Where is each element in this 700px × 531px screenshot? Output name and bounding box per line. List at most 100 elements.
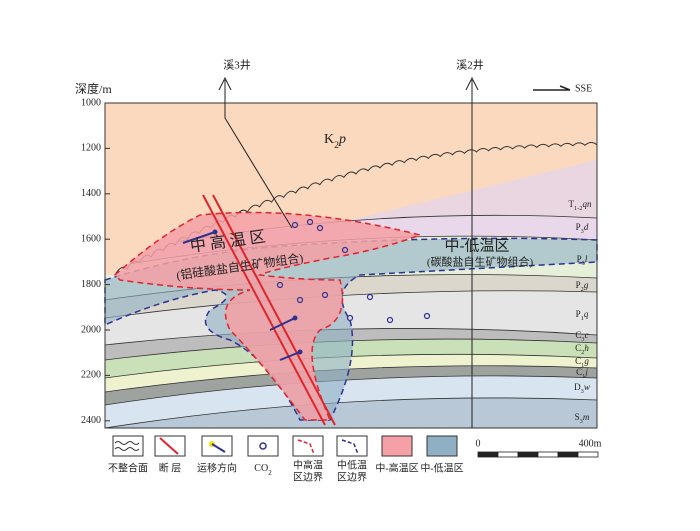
label-part: 3 bbox=[581, 336, 584, 343]
label-part: q bbox=[584, 309, 589, 319]
migration-arrow bbox=[279, 351, 301, 361]
label-part: 1 bbox=[581, 362, 584, 369]
well-arrow bbox=[465, 76, 479, 91]
label: P2g bbox=[576, 280, 589, 293]
label-part: 2 bbox=[581, 286, 584, 293]
scale-bar bbox=[517, 451, 539, 458]
well-label: 溪2井 bbox=[456, 58, 484, 72]
label-part: S bbox=[575, 412, 580, 422]
legend-icon bbox=[297, 439, 315, 455]
legend-label: 区边界 bbox=[293, 471, 323, 483]
legend-box bbox=[381, 435, 413, 457]
scale-bar bbox=[537, 451, 559, 458]
co2-marker bbox=[316, 224, 324, 232]
axis-title: 深度/m bbox=[75, 81, 112, 96]
legend-box bbox=[292, 435, 324, 457]
arrow-head bbox=[297, 349, 303, 355]
label-part: K bbox=[324, 132, 334, 147]
label: P3d bbox=[576, 222, 589, 235]
co2-marker bbox=[291, 221, 299, 229]
legend-item: 运移方向 bbox=[197, 435, 237, 474]
legend-item: 中-高温区 bbox=[375, 435, 419, 474]
label-part: 3 bbox=[581, 388, 584, 395]
label-part: 3 bbox=[582, 260, 585, 267]
label-part: P bbox=[576, 280, 581, 290]
legend-item: 断 层 bbox=[154, 435, 186, 474]
legend-label: 运移方向 bbox=[197, 461, 237, 474]
tick-label: 1800 bbox=[81, 279, 101, 290]
legend-label: 中低温 bbox=[337, 458, 367, 471]
label-part: 1 bbox=[582, 373, 585, 380]
label-part: h bbox=[584, 343, 589, 353]
label-part: 3 bbox=[581, 228, 584, 235]
label-part: 2 bbox=[581, 349, 584, 356]
legend-label: 区边界 bbox=[337, 471, 367, 483]
migration-arrow bbox=[269, 317, 296, 331]
label-part: T bbox=[569, 199, 575, 209]
layer bbox=[104, 397, 598, 429]
co2-marker bbox=[346, 314, 354, 322]
arrow-head bbox=[212, 229, 218, 235]
label-part: qn bbox=[582, 199, 592, 209]
legend-box bbox=[112, 435, 144, 457]
scale-bar bbox=[497, 451, 519, 458]
legend-box bbox=[426, 435, 458, 457]
legend-icon bbox=[341, 439, 359, 455]
co2-marker bbox=[386, 316, 394, 324]
legend-icon bbox=[211, 443, 226, 453]
label: P3l bbox=[577, 254, 588, 267]
co2-marker bbox=[366, 293, 374, 301]
tick-label: 1200 bbox=[81, 143, 101, 154]
label-part: g bbox=[584, 280, 589, 290]
tick-label: 2000 bbox=[81, 324, 101, 335]
label: C1j bbox=[576, 367, 588, 380]
label-part: P bbox=[577, 254, 582, 264]
scale-bar bbox=[557, 451, 579, 458]
legend-label: 断 层 bbox=[159, 461, 182, 474]
label-part: l bbox=[585, 254, 588, 264]
scale-bar bbox=[477, 451, 499, 458]
legend-label: 中-高温区 bbox=[375, 461, 418, 474]
label-part: P bbox=[576, 309, 581, 319]
migration-arrow bbox=[182, 231, 216, 244]
co2-marker bbox=[321, 291, 329, 299]
legend-item: 不整合面 bbox=[108, 435, 148, 474]
arrow-head bbox=[292, 315, 298, 321]
direction-label: SSE bbox=[575, 83, 592, 94]
label: D3w bbox=[574, 382, 590, 395]
fault bbox=[212, 194, 336, 426]
label-part: 3 bbox=[580, 418, 583, 425]
label: C3c bbox=[575, 330, 588, 343]
label: C2h bbox=[575, 343, 589, 356]
scale-label: 400m bbox=[579, 438, 602, 449]
co2-marker bbox=[341, 246, 349, 254]
label: S3m bbox=[575, 412, 590, 425]
co2-marker bbox=[276, 281, 284, 289]
label-part: w bbox=[584, 382, 590, 392]
tick-label: 1000 bbox=[81, 97, 101, 108]
zone-title: 中-低温区 bbox=[445, 237, 510, 254]
label-part: j bbox=[584, 367, 588, 377]
label-part: C bbox=[575, 343, 581, 353]
label: C1g bbox=[575, 356, 589, 369]
well bbox=[224, 80, 293, 229]
co2-marker bbox=[306, 218, 314, 226]
legend-item bbox=[247, 435, 279, 457]
label-part: g bbox=[584, 356, 589, 366]
scale-bar bbox=[577, 451, 599, 458]
label-part: m bbox=[583, 412, 590, 422]
label-part: d bbox=[584, 222, 589, 232]
label-part: C bbox=[576, 367, 582, 377]
label: K2p bbox=[324, 132, 346, 151]
well-label: 溪3井 bbox=[223, 58, 251, 72]
legend-label: 中高温 bbox=[293, 458, 323, 471]
label-part: C bbox=[575, 356, 581, 366]
frame bbox=[104, 102, 598, 429]
label-part: 2 bbox=[268, 469, 272, 477]
well-arrow bbox=[218, 76, 232, 91]
label-part: D bbox=[574, 382, 581, 392]
legend-box bbox=[247, 435, 279, 457]
